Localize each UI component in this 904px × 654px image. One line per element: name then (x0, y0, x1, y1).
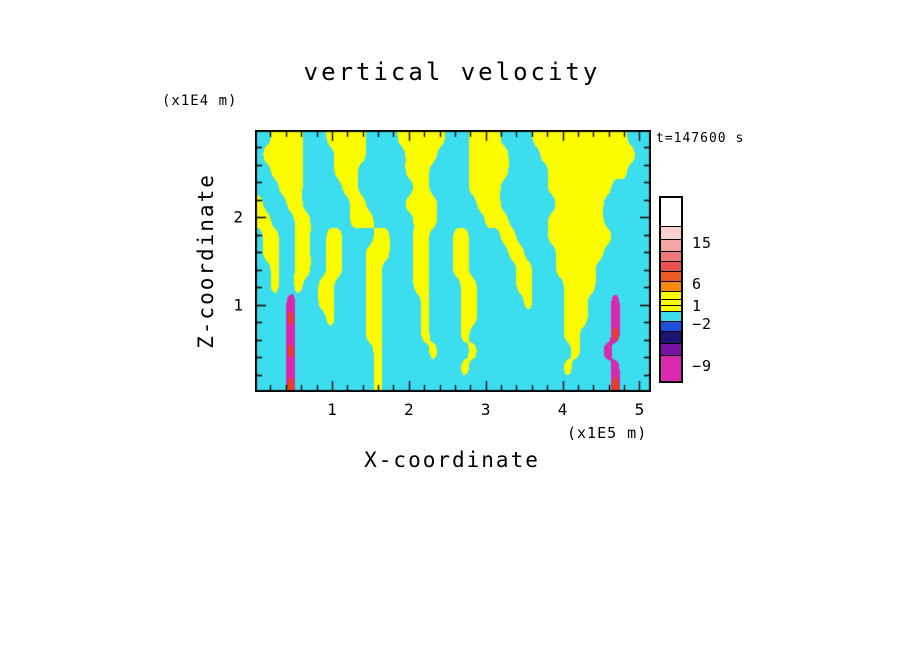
chart-title: vertical velocity (303, 58, 601, 86)
colorbar-tick-label: 6 (692, 275, 703, 293)
colorbar-segment (661, 311, 681, 321)
colorbar-segment (661, 305, 681, 311)
colorbar-segment (661, 251, 681, 261)
x-axis-unit: (x1E5 m) (567, 424, 648, 442)
x-tick-label: 4 (557, 400, 568, 419)
colorbar-segment (661, 355, 681, 381)
z-axis-label: Z-coordinate (194, 173, 218, 349)
colorbar-segment (661, 321, 681, 331)
x-tick-label: 2 (403, 400, 414, 419)
colorbar-segment (661, 239, 681, 251)
colorbar-tick-label: 1 (692, 297, 703, 315)
colorbar-segment (661, 281, 681, 291)
colorbar-segment (661, 261, 681, 271)
x-tick-label: 5 (634, 400, 645, 419)
timestamp-label: t=147600 s (656, 131, 745, 146)
colorbar-tick-label: −9 (692, 357, 713, 375)
colorbar-segment (661, 291, 681, 299)
colorbar-segment (661, 226, 681, 239)
heatmap-canvas (255, 130, 651, 392)
z-tick-label: 1 (233, 295, 243, 315)
colorbar-tick-label: 15 (692, 234, 713, 252)
colorbar-segment (661, 198, 681, 226)
z-axis-unit: (x1E4 m) (162, 93, 238, 109)
x-tick-label: 1 (327, 400, 337, 419)
colorbar-segment (661, 299, 681, 305)
x-axis-label: X-coordinate (364, 448, 540, 472)
colorbar (659, 196, 683, 383)
plot-area (255, 130, 651, 392)
colorbar-segment (661, 343, 681, 355)
colorbar-segment (661, 331, 681, 343)
z-tick-label: 2 (233, 207, 243, 227)
colorbar-segment (661, 271, 681, 281)
colorbar-tick-label: −2 (692, 315, 713, 333)
x-tick-label: 3 (480, 400, 491, 419)
